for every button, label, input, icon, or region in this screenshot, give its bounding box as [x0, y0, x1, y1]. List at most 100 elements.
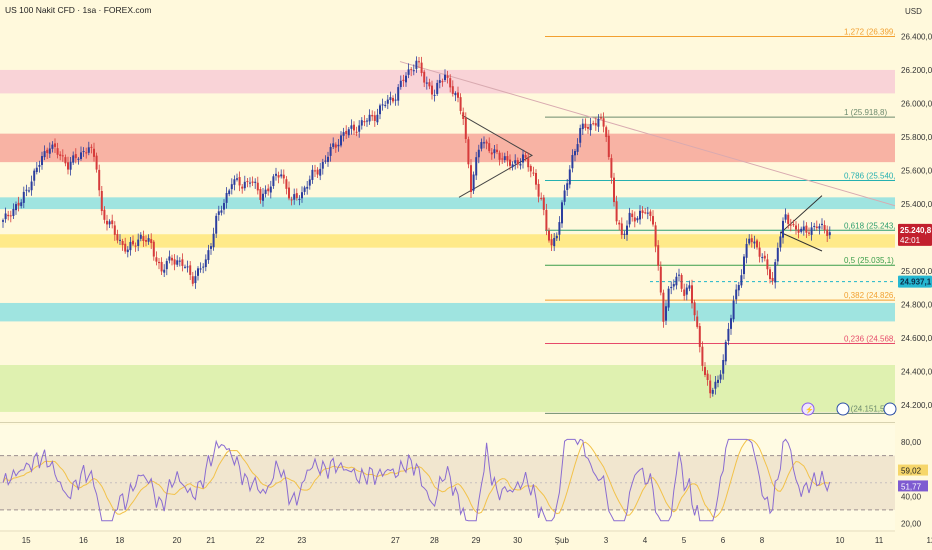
- candle-body: [334, 144, 337, 148]
- lightning-icon[interactable]: [801, 402, 815, 416]
- candle-body: [59, 154, 62, 156]
- candle-body: [597, 118, 600, 127]
- bar-countdown: 42:01: [900, 236, 921, 245]
- candle-body: [566, 183, 569, 190]
- candle-body: [542, 197, 545, 210]
- candle-body: [644, 212, 647, 214]
- candle-body: [623, 233, 626, 235]
- zone-cyan: [0, 302, 895, 322]
- candle-body: [178, 260, 181, 262]
- candle-body: [340, 135, 342, 146]
- candle-body: [511, 164, 514, 168]
- candle-body: [64, 157, 67, 164]
- candle-body: [150, 239, 153, 244]
- candle-body: [41, 156, 43, 165]
- candle-body: [628, 212, 631, 225]
- candle-body: [100, 190, 103, 212]
- candle-body: [490, 152, 493, 155]
- candle-body: [113, 225, 116, 235]
- candle-body: [815, 226, 818, 229]
- candle-body: [311, 169, 314, 180]
- price-tick-label: 24.800,0: [901, 301, 932, 310]
- candle-body: [56, 148, 59, 155]
- price-tick-label: 26.000,0: [901, 99, 932, 108]
- candle-body: [262, 193, 264, 201]
- last-price-value: 25.240,8: [900, 226, 932, 235]
- candle-body: [54, 143, 56, 147]
- candle-body: [69, 161, 72, 170]
- candle-body: [615, 201, 618, 222]
- time-tick-label: 15: [22, 536, 31, 545]
- candle-body: [766, 259, 769, 270]
- candle-body: [98, 169, 101, 191]
- zone-green: [0, 364, 895, 412]
- fib-label: 0,5 (25.035,1): [844, 256, 894, 265]
- candle-body: [532, 172, 535, 174]
- candle-body: [706, 373, 709, 380]
- price-tick-label: 24.200,0: [901, 401, 932, 410]
- candle-body: [282, 174, 285, 179]
- candle-body: [685, 287, 688, 295]
- candle-body: [191, 276, 194, 284]
- rsi-ma-value-badge: [898, 480, 928, 492]
- candle-body: [620, 223, 623, 236]
- time-tick-label: 8: [760, 536, 765, 545]
- candle-body: [792, 224, 795, 226]
- candle-body: [693, 302, 696, 316]
- price-axis-background: [895, 0, 932, 550]
- candle-body: [769, 269, 771, 280]
- candle-body: [730, 318, 732, 329]
- candle-body: [95, 155, 98, 170]
- candle-body: [38, 165, 41, 167]
- rsi-tick-label: 80,00: [901, 438, 922, 447]
- candle-body: [555, 235, 558, 239]
- candle-body: [35, 167, 38, 172]
- candle-body: [698, 326, 701, 347]
- candle-body: [142, 236, 145, 242]
- candle-body: [316, 169, 319, 175]
- candle-body: [389, 97, 392, 100]
- time-tick-label: 4: [643, 536, 648, 545]
- price-tick-label: 24.600,0: [901, 334, 932, 343]
- candle-body: [106, 220, 108, 225]
- candle-body: [818, 226, 821, 229]
- candle-body: [771, 277, 774, 282]
- rsi-value-badge: [898, 464, 928, 476]
- wedge-pattern: [780, 195, 823, 252]
- candle-body: [189, 265, 192, 275]
- candle-body: [613, 177, 615, 203]
- us-flag-icon[interactable]: [836, 402, 850, 416]
- candle-body: [509, 159, 511, 166]
- candle-body: [813, 225, 816, 227]
- us-flag-icon[interactable]: [883, 402, 897, 416]
- candle-body: [477, 149, 480, 158]
- candle-body: [168, 256, 171, 261]
- candle-body: [194, 276, 197, 284]
- fib-label: 0,236 (24.568,5): [844, 334, 903, 343]
- candle-body: [215, 215, 218, 234]
- candle-body: [33, 170, 36, 181]
- candle-body: [727, 328, 730, 341]
- candle-body: [761, 257, 764, 259]
- candle-body: [121, 240, 124, 246]
- candle-body: [207, 250, 210, 261]
- time-tick-label: 28: [430, 536, 439, 545]
- candle-body: [394, 99, 397, 101]
- fib-label: 0,382 (24.826,6): [844, 291, 903, 300]
- candle-body: [592, 123, 595, 125]
- candle-body: [527, 158, 530, 168]
- candle-body: [428, 82, 431, 87]
- candle-body: [501, 158, 504, 160]
- candle-body: [498, 152, 501, 160]
- candle-body: [550, 239, 553, 246]
- candle-body: [787, 214, 790, 224]
- candle-body: [256, 182, 259, 191]
- candle-body: [264, 189, 267, 195]
- candle-body: [438, 80, 441, 83]
- candle-body: [722, 359, 725, 374]
- candle-body: [704, 367, 706, 375]
- triangle-pattern: [458, 114, 534, 198]
- candle-body: [373, 115, 376, 121]
- candle-body: [145, 240, 147, 242]
